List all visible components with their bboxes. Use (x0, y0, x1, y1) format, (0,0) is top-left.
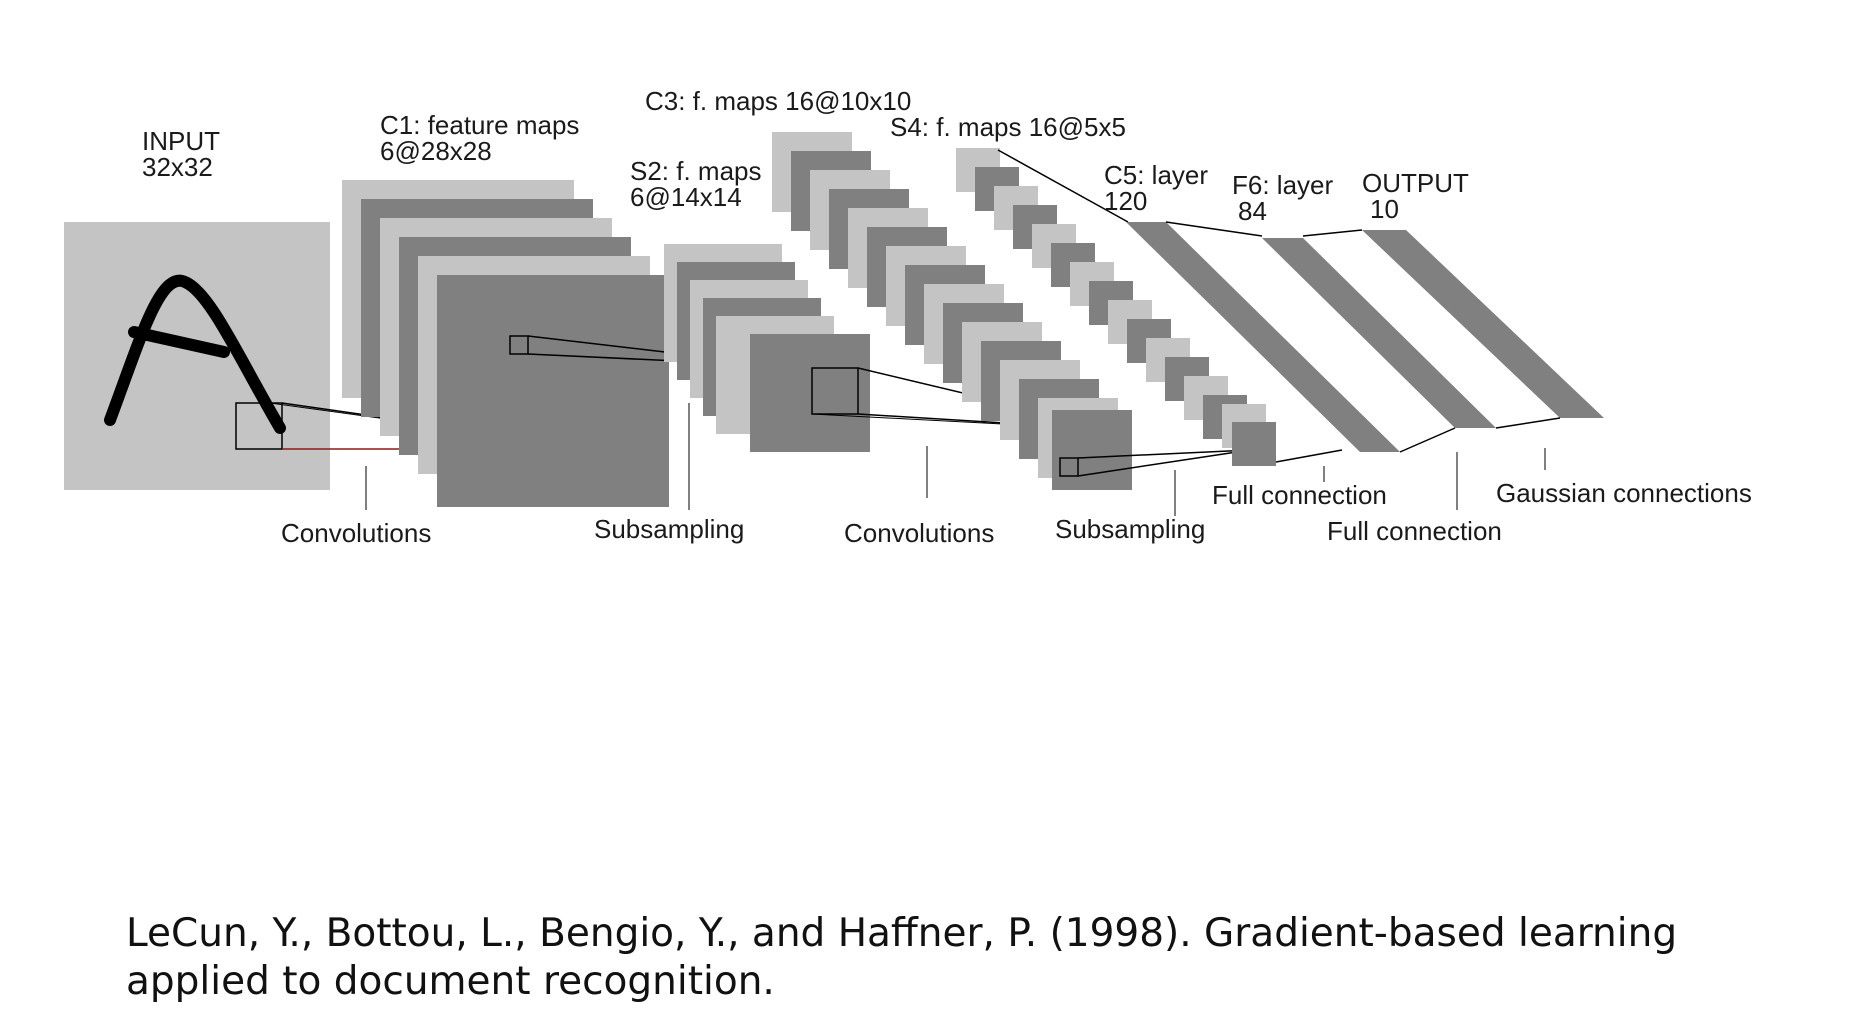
c5-title-label: C5: layer (1104, 160, 1208, 190)
letter-a-glyph (104, 274, 286, 434)
c1-feature-maps (342, 180, 669, 507)
full-connection-lines (1165, 221, 1561, 453)
input-title-label: INPUT (142, 126, 220, 156)
label-pointer-lines (365, 403, 1546, 516)
sub2-projection-line (1077, 449, 1251, 477)
c3-title-label: C3: f. maps 16@10x10 (645, 86, 911, 116)
c3-receptive-field (1059, 457, 1079, 477)
s4-title-label: S4: f. maps 16@5x5 (890, 112, 1126, 142)
sub2-op-label: Subsampling (1055, 514, 1205, 544)
s2-size-label: 6@14x14 (630, 182, 742, 212)
s4-to-c5-line (997, 149, 1129, 223)
c1-size-label: 6@28x28 (380, 136, 492, 166)
s2-receptive-field (811, 367, 859, 415)
input-size-label: 32x32 (142, 152, 213, 182)
output-title-label: OUTPUT (1362, 168, 1469, 198)
c1-receptive-field (509, 335, 529, 355)
input-image (64, 222, 330, 490)
c3-feature-maps (772, 132, 1132, 490)
citation-text: LeCun, Y., Bottou, L., Bengio, Y., and H… (126, 911, 1678, 1004)
s4-to-c5-line (1275, 449, 1343, 463)
c5-layer (1126, 222, 1400, 452)
s4-feature-maps (956, 148, 1276, 466)
full1-op-label: Full connection (1212, 480, 1387, 510)
conv1-op-label: Convolutions (281, 518, 431, 548)
conv2-op-label: Convolutions (844, 518, 994, 548)
full2-op-label: Full connection (1327, 516, 1502, 546)
f6-size-label: 84 (1238, 196, 1267, 226)
gauss-op-label: Gaussian connections (1496, 478, 1752, 508)
s2-feature-maps (664, 244, 870, 452)
input-receptive-field (235, 402, 283, 450)
output-size-label: 10 (1370, 194, 1399, 224)
f6-title-label: F6: layer (1232, 170, 1333, 200)
s2-title-label: S2: f. maps (630, 156, 762, 186)
c5-size-label: 120 (1104, 186, 1147, 216)
sub2-projection-line (1077, 449, 1251, 459)
sub1-op-label: Subsampling (594, 514, 744, 544)
c1-title-label: C1: feature maps (380, 110, 579, 140)
f6-layer (1262, 238, 1496, 428)
output-layer (1362, 230, 1604, 418)
